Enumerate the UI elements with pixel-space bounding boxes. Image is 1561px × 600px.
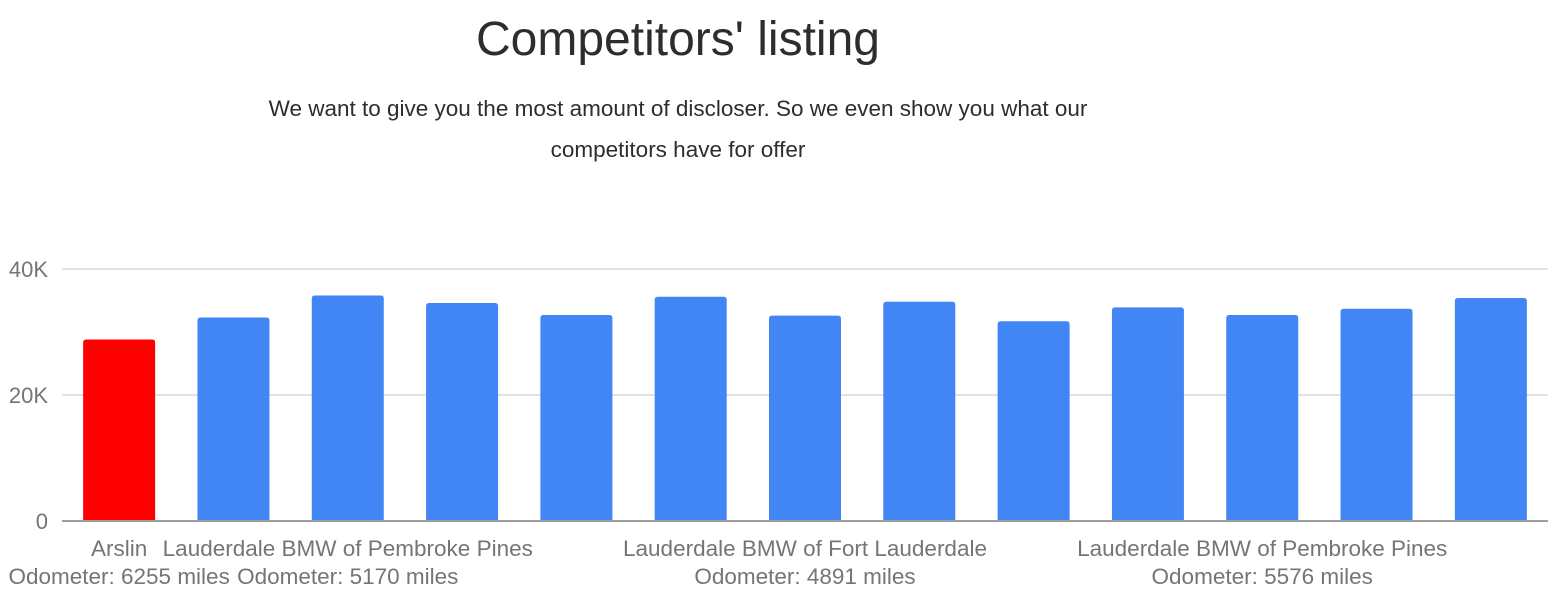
chart-title: Competitors' listing bbox=[476, 13, 880, 66]
bar bbox=[197, 317, 270, 521]
bar bbox=[311, 295, 384, 521]
x-tick-label: Arslin Odometer: 6255 miles bbox=[8, 536, 229, 589]
bar bbox=[1454, 297, 1527, 521]
bar bbox=[426, 303, 499, 521]
bar bbox=[654, 296, 727, 521]
bar bbox=[997, 321, 1070, 521]
y-tick-labels: 0 20K 40K bbox=[9, 257, 48, 534]
bar bbox=[1111, 307, 1184, 521]
bar bbox=[1226, 314, 1299, 521]
y-tick-label: 40K bbox=[9, 257, 48, 282]
y-tick-label: 0 bbox=[36, 509, 48, 534]
bar bbox=[540, 314, 613, 521]
bar bbox=[83, 339, 156, 521]
x-tick-label: Lauderdale BMW of Pembroke Pines Odometer… bbox=[1077, 536, 1447, 589]
x-tick-label: Lauderdale BMW of Pembroke Pines Odometer… bbox=[163, 536, 533, 589]
bar bbox=[769, 315, 841, 521]
chart-subtitle: We want to give you the most amount of d… bbox=[268, 96, 1088, 162]
x-tick-label: Lauderdale BMW of Fort Lauderdale Odomete… bbox=[623, 536, 987, 589]
y-tick-label: 20K bbox=[9, 383, 48, 408]
bar bbox=[1340, 308, 1413, 521]
bar bbox=[883, 301, 956, 521]
bars bbox=[83, 295, 1527, 521]
